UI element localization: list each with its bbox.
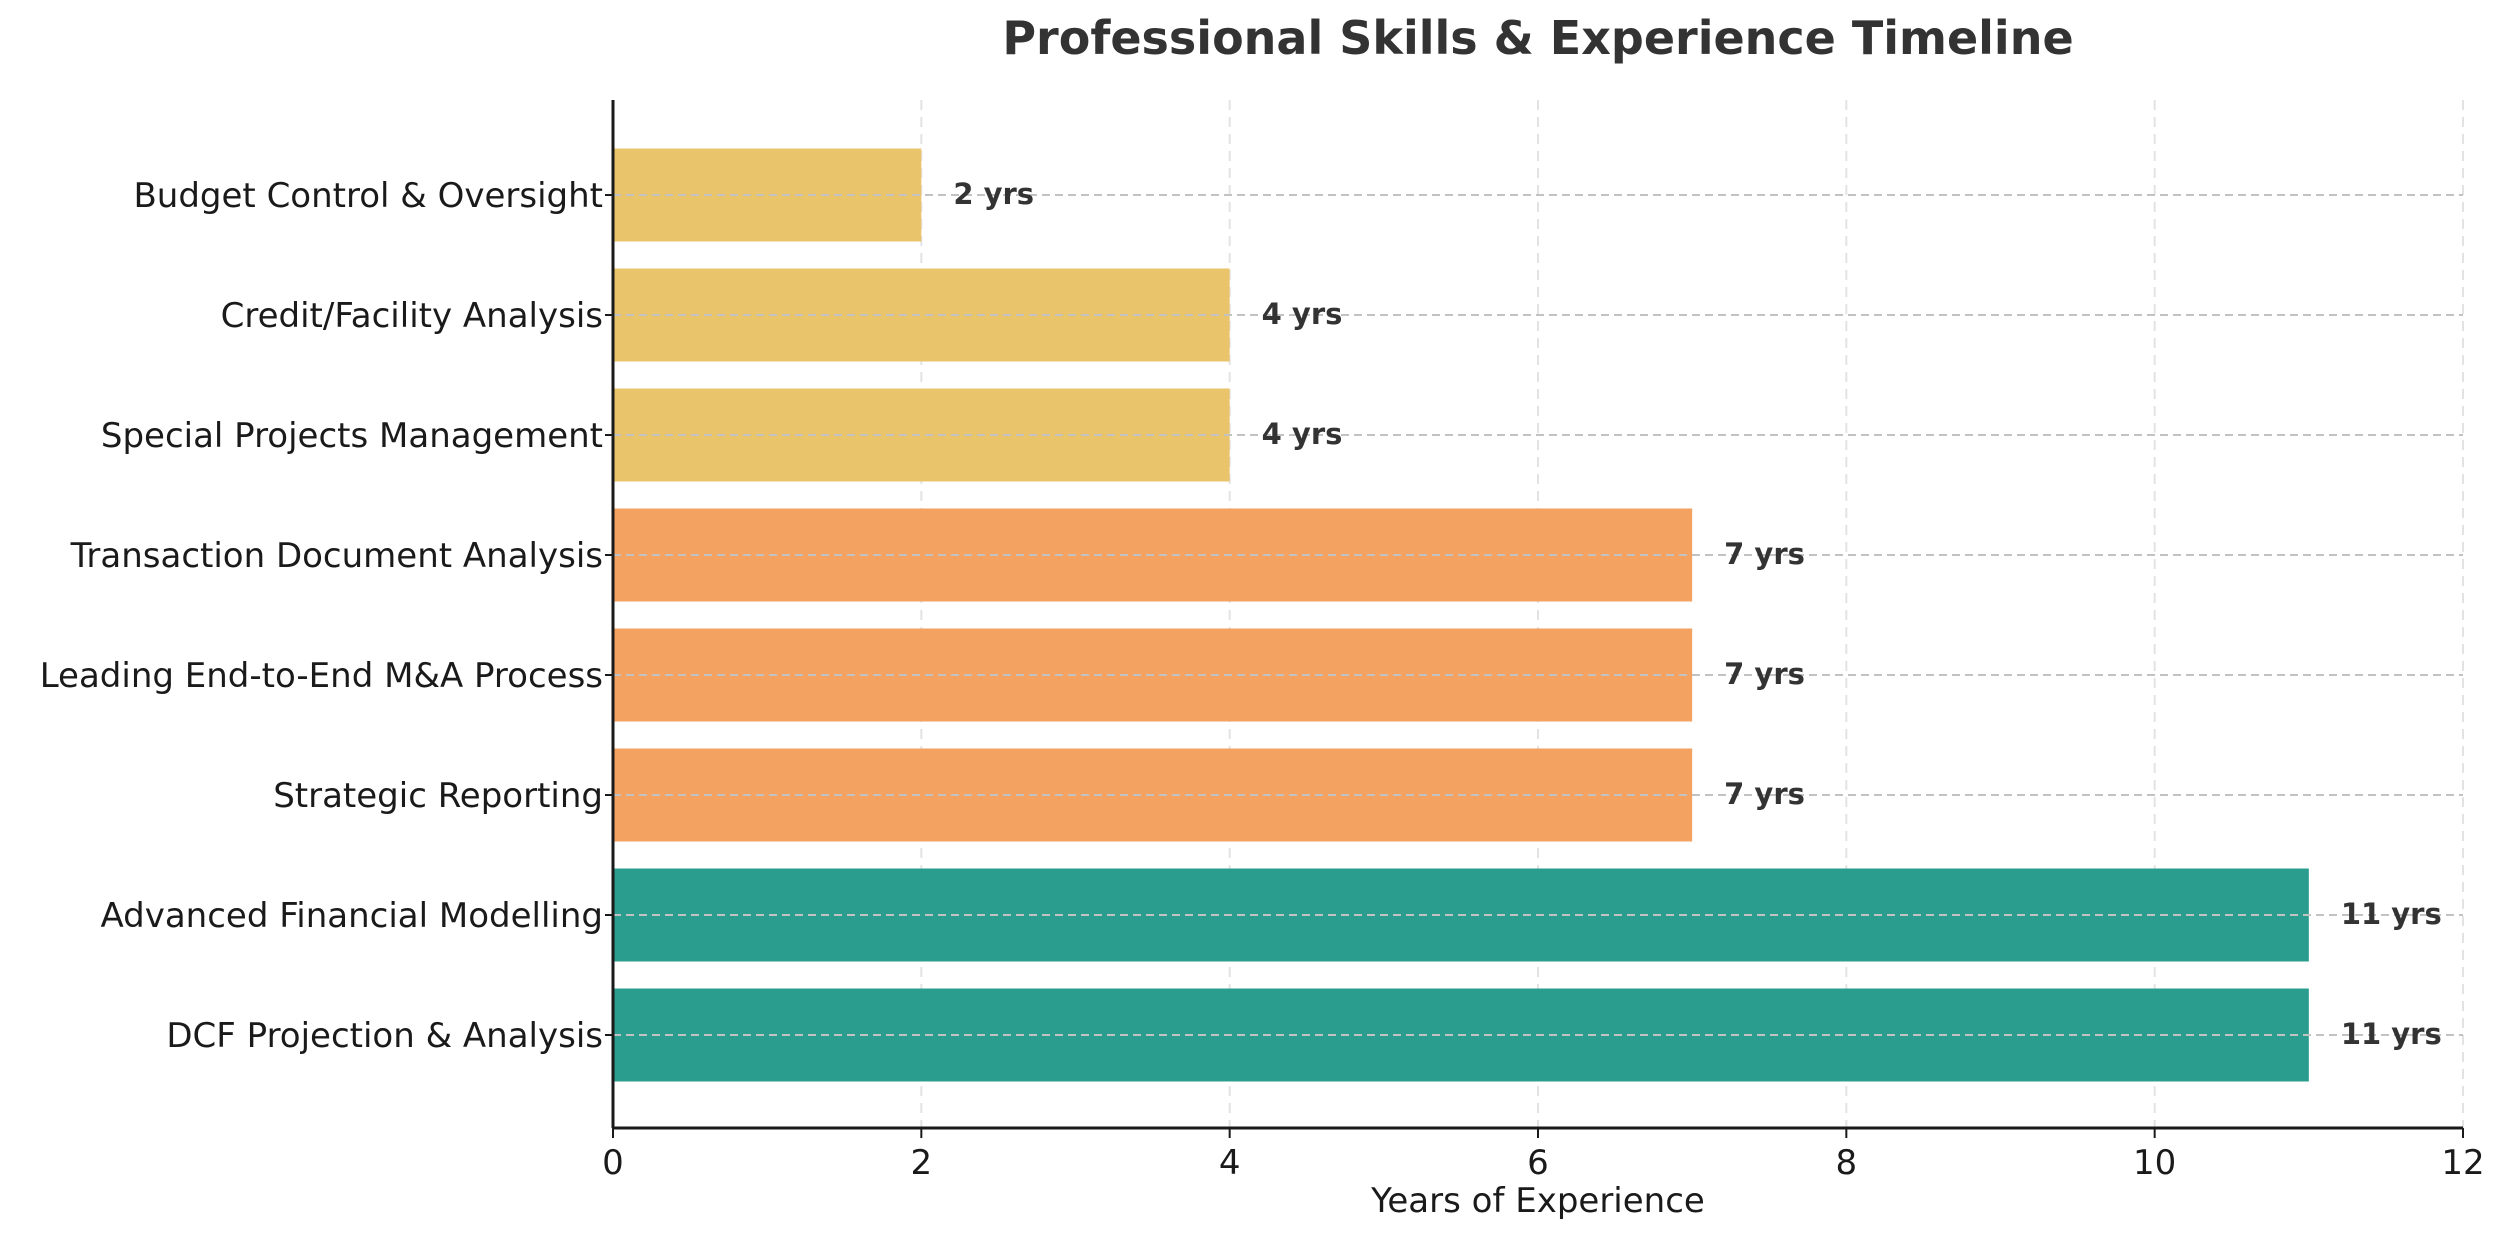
y-tick-label: Credit/Facility Analysis bbox=[221, 296, 603, 336]
axes-layer bbox=[605, 100, 2464, 1138]
data-label: 2 yrs bbox=[953, 177, 1034, 211]
data-label: 4 yrs bbox=[1262, 417, 1343, 451]
x-tick-label: 6 bbox=[1527, 1143, 1549, 1183]
y-tick-label: DCF Projection & Analysis bbox=[166, 1016, 603, 1056]
labels-layer: Budget Control & Oversight 2 yrs Credit/Fa… bbox=[40, 176, 2485, 1183]
data-label: 7 yrs bbox=[1724, 657, 1805, 691]
bars-layer bbox=[613, 148, 2309, 1082]
x-tick-label: 12 bbox=[2441, 1143, 2484, 1183]
x-tick-label: 2 bbox=[911, 1143, 933, 1183]
bar bbox=[613, 148, 922, 242]
data-label: 11 yrs bbox=[2341, 897, 2442, 931]
category-grid-layer bbox=[613, 194, 2463, 1036]
x-tick-label: 8 bbox=[1836, 1143, 1858, 1183]
y-tick-label: Advanced Financial Modelling bbox=[100, 896, 603, 936]
y-tick-label: Leading End-to-End M&A Process bbox=[40, 656, 603, 696]
x-tick-label: 10 bbox=[2133, 1143, 2176, 1183]
data-label: 7 yrs bbox=[1724, 537, 1805, 571]
y-tick-label: Strategic Reporting bbox=[273, 776, 603, 816]
y-tick-label: Transaction Document Analysis bbox=[70, 536, 603, 576]
chart-title: Professional Skills & Experience Timelin… bbox=[1002, 11, 2073, 65]
x-axis-title: Years of Experience bbox=[1370, 1181, 1705, 1221]
data-label: 4 yrs bbox=[1262, 297, 1343, 331]
grid-layer bbox=[920, 100, 2464, 1128]
data-label: 7 yrs bbox=[1724, 777, 1805, 811]
x-tick-label: 0 bbox=[602, 1143, 624, 1183]
x-tick-label: 4 bbox=[1219, 1143, 1241, 1183]
y-tick-label: Special Projects Management bbox=[101, 416, 603, 456]
y-tick-label: Budget Control & Oversight bbox=[133, 176, 603, 216]
data-label: 11 yrs bbox=[2341, 1017, 2442, 1051]
